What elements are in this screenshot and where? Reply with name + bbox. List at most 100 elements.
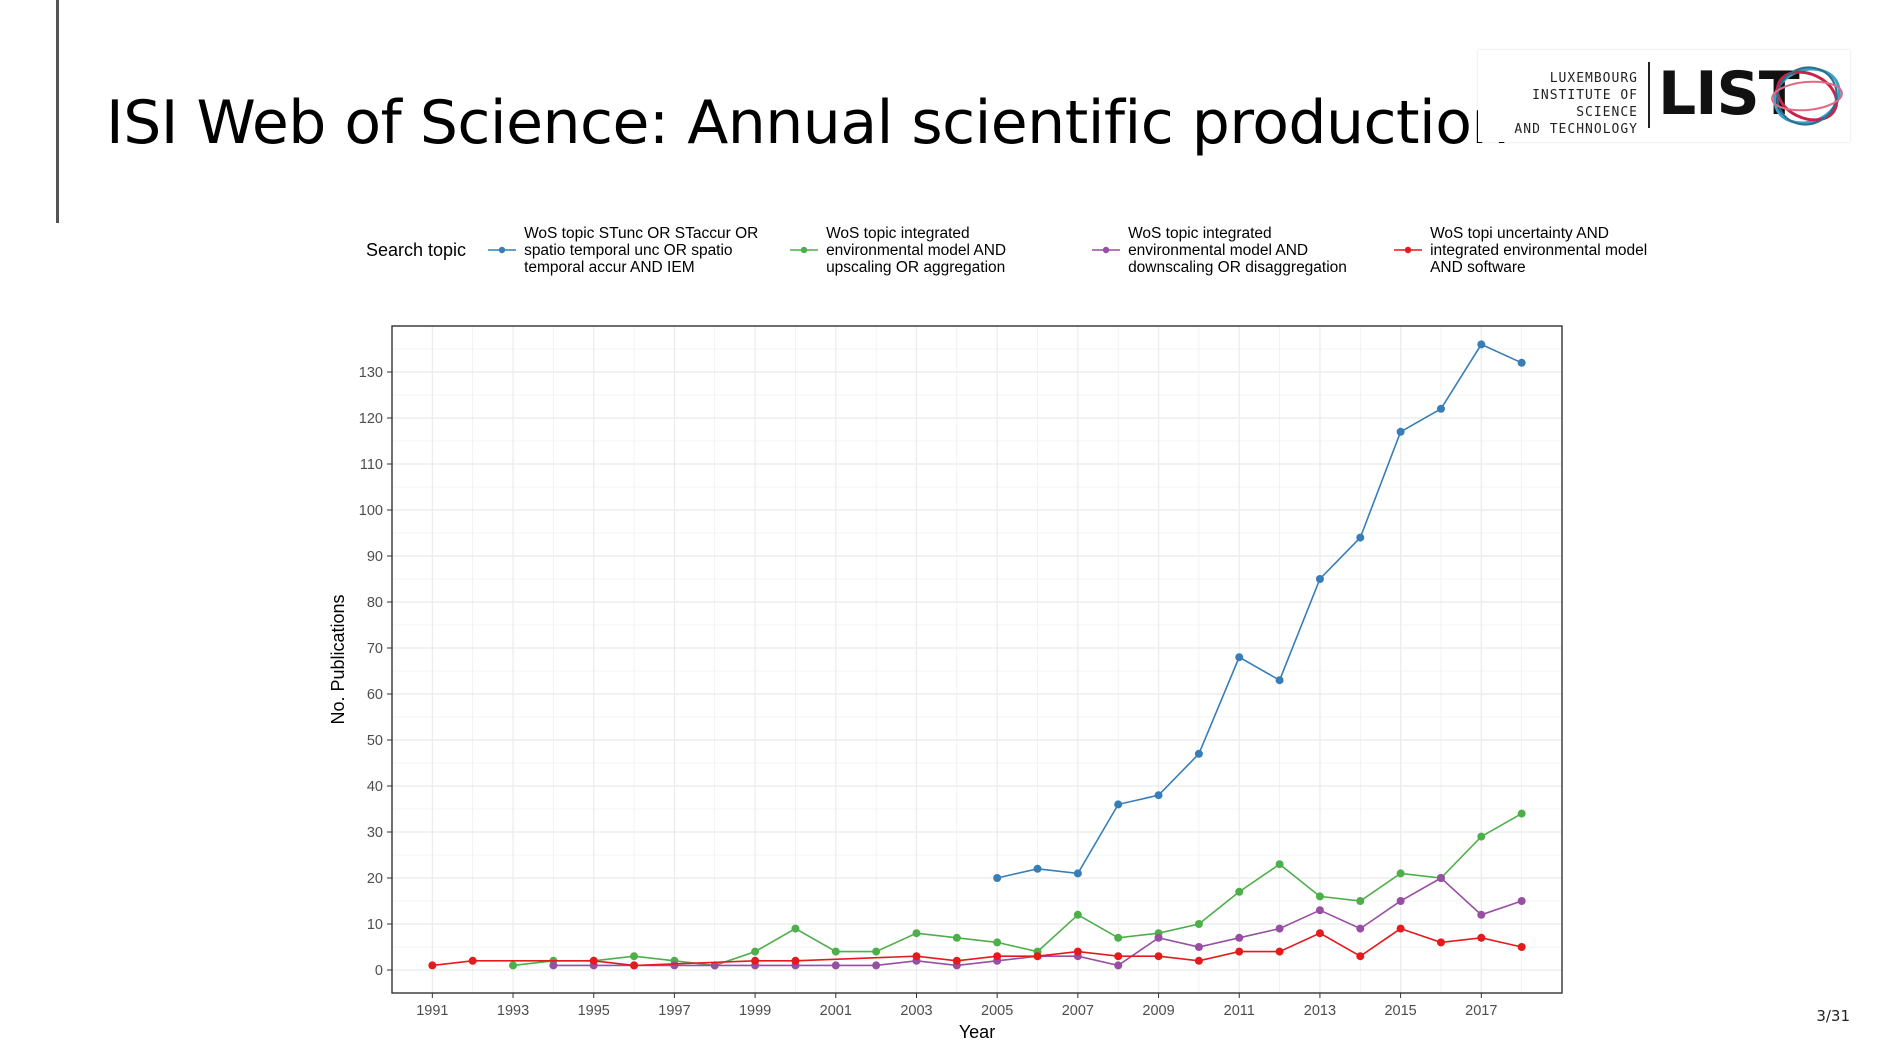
logo-line-2: INSTITUTE OF SCIENCE	[1532, 88, 1638, 120]
x-tick-label: 2013	[1304, 1003, 1336, 1019]
logo-rings-icon	[1771, 66, 1843, 126]
data-point	[1194, 943, 1203, 951]
y-tick-label: 10	[367, 917, 383, 933]
data-point	[1114, 961, 1123, 970]
data-point	[1275, 860, 1284, 869]
y-tick-label: 90	[367, 549, 383, 565]
series-line	[997, 343, 1523, 879]
data-point	[952, 956, 961, 965]
legend-key-purple	[1092, 246, 1121, 254]
data-point	[1073, 947, 1082, 956]
publications-line-chart: 0 10 20 30 40 50 60 70 80 90 100 110 120 130 1991 1993 1…	[328, 325, 1563, 1042]
y-tick-label: 130	[359, 365, 383, 381]
data-point	[1436, 874, 1445, 882]
data-point	[428, 961, 437, 970]
data-point	[1033, 864, 1042, 873]
legend-item-green: WoS topic integrated environmental model…	[790, 225, 1066, 276]
data-point	[1436, 404, 1445, 413]
y-tick-label: 80	[367, 595, 383, 611]
y-tick-label: 110	[360, 457, 383, 473]
y-tick-label: 20	[367, 871, 383, 887]
data-point	[1477, 910, 1486, 919]
data-point	[1235, 933, 1244, 942]
data-point	[670, 961, 679, 970]
series-3	[428, 924, 1526, 970]
legend-title: Search topic	[366, 239, 467, 260]
data-point	[1033, 952, 1042, 961]
data-point	[1517, 809, 1526, 818]
data-point	[1356, 897, 1365, 905]
x-tick-label: 2015	[1384, 1003, 1416, 1019]
y-tick-label: 60	[367, 687, 383, 703]
legend-key-red	[1394, 246, 1423, 254]
x-axis-title: Year	[959, 1022, 995, 1042]
data-point	[952, 933, 961, 942]
x-tick-label: 1991	[416, 1003, 448, 1019]
y-tick-label: 0	[375, 963, 383, 979]
chart-legend: Search topic WoS topic STunc OR STaccur …	[366, 220, 1696, 280]
data-point	[1517, 358, 1526, 367]
data-point	[791, 924, 800, 933]
data-point	[1477, 933, 1486, 942]
logo-text: LUXEMBOURG INSTITUTE OF SCIENCE AND TECH…	[1478, 70, 1638, 138]
y-tick-label: 30	[367, 825, 383, 841]
x-tick-label: 1999	[739, 1003, 771, 1019]
logo-line-1: LUXEMBOURG	[1549, 71, 1638, 86]
y-tick-label: 40	[367, 779, 383, 795]
data-point	[1235, 947, 1244, 956]
legend-key-green	[790, 246, 819, 254]
data-point	[1073, 869, 1082, 878]
data-point	[1114, 800, 1123, 809]
data-point	[872, 961, 881, 970]
data-point	[1194, 920, 1203, 928]
data-point	[1315, 929, 1324, 938]
series-1	[509, 809, 1526, 970]
data-point	[1396, 869, 1405, 878]
y-tick-label: 120	[359, 411, 383, 427]
data-point	[1194, 956, 1203, 965]
x-tick-label: 2011	[1224, 1003, 1255, 1019]
data-point	[1275, 924, 1284, 933]
list-logo: LUXEMBOURG INSTITUTE OF SCIENCE AND TECH…	[1478, 50, 1850, 142]
data-point	[710, 961, 719, 970]
chart-gridlines	[391, 325, 1563, 993]
data-point	[1477, 832, 1486, 841]
y-tick-label: 50	[367, 733, 383, 749]
data-point	[1315, 892, 1324, 901]
data-point	[1114, 933, 1123, 942]
data-point	[912, 929, 921, 938]
data-point	[1235, 887, 1244, 896]
data-point	[1154, 791, 1163, 800]
slide-title: ISI Web of Science: Annual scientific pr…	[106, 88, 1509, 158]
legend-label-purple: WoS topic integrated environmental model…	[1128, 224, 1347, 276]
data-point	[1477, 340, 1486, 349]
data-point	[1073, 910, 1082, 919]
data-point	[1517, 897, 1526, 905]
legend-item-purple: WoS topic integrated environmental model…	[1092, 225, 1368, 276]
series-line	[432, 927, 1522, 967]
data-point	[1396, 924, 1405, 933]
data-point	[1436, 938, 1445, 947]
data-point	[1114, 952, 1123, 961]
data-point	[1235, 653, 1244, 662]
data-point	[630, 952, 639, 961]
data-point	[630, 961, 639, 970]
x-tick-label: 2007	[1062, 1003, 1094, 1019]
data-point	[1154, 933, 1163, 942]
data-point	[549, 961, 558, 970]
data-point	[468, 956, 477, 965]
y-tick-label: 70	[367, 641, 383, 657]
data-point	[1315, 906, 1324, 915]
left-margin-rule	[56, 0, 59, 223]
data-point	[831, 947, 840, 956]
y-axis-title: No. Publications	[328, 594, 348, 724]
y-tick-label: 100	[359, 503, 383, 519]
data-point	[1396, 427, 1405, 436]
data-point	[872, 947, 881, 956]
data-point	[993, 874, 1002, 882]
data-point	[1315, 575, 1324, 583]
logo-line-3: AND TECHNOLOGY	[1514, 122, 1638, 137]
data-point	[791, 956, 800, 965]
x-tick-label: 1993	[497, 1003, 529, 1019]
plot-panel-border	[391, 325, 1563, 994]
